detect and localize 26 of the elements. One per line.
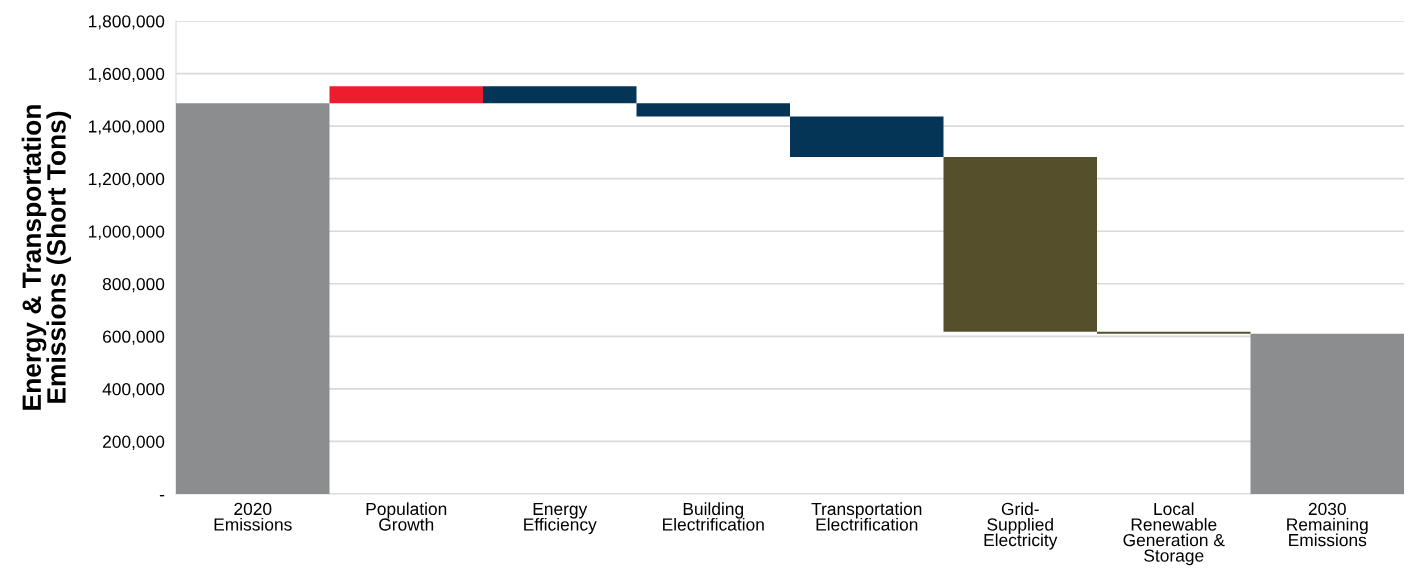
y-tick-label: 600,000 [103, 330, 165, 345]
bar [483, 86, 637, 104]
y-tick-label: - [159, 495, 165, 497]
x-tick-label: Local Renewable Generation & Storage [1123, 502, 1225, 566]
y-tick-label: 400,000 [102, 383, 165, 398]
y-tick-label: 1,000,000 [88, 225, 165, 240]
y-tick-label: 200,000 [103, 435, 165, 450]
x-tick-label: Building Electrification [663, 502, 764, 531]
y-axis-title: Energy & Transportation Emissions (Short Tons) [21, 105, 71, 410]
x-tick-label: Population Growth [366, 502, 447, 531]
x-tick-label: 2020 Emissions [214, 502, 292, 531]
y-tick-label: 800,000 [102, 277, 165, 293]
x-tick-label: Energy Efficiency [524, 502, 597, 535]
bar [176, 103, 330, 494]
y-tick-label: 1,800,000 [88, 15, 165, 30]
bar [636, 103, 790, 117]
bar [329, 86, 483, 104]
x-tick-label: Transportation Electrification [811, 502, 922, 531]
y-tick-label: 1,600,000 [88, 67, 165, 83]
bar [1250, 333, 1404, 494]
y-tick-label: 1,400,000 [88, 120, 165, 135]
x-tick-label: 2030 Remaining Emissions [1287, 502, 1368, 547]
bar [943, 157, 1097, 332]
x-tick-label: Grid- Supplied Electricity [984, 502, 1058, 550]
bar [790, 116, 944, 158]
y-tick-label: 1,200,000 [88, 172, 165, 188]
